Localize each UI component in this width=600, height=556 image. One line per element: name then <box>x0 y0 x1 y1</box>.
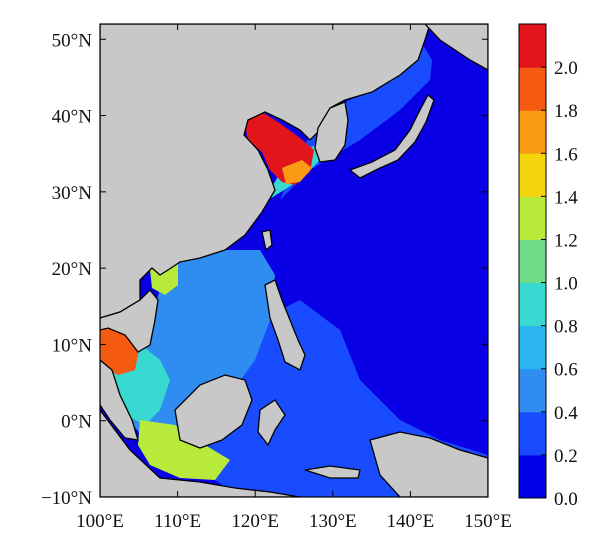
colorbar-frame <box>518 23 547 499</box>
colorbar-swatch <box>519 411 546 456</box>
colorbar-label: 1.8 <box>554 101 578 122</box>
japan-islands <box>348 93 435 179</box>
taiwan-island <box>261 229 273 252</box>
x-tick-label: 110°E <box>154 511 201 532</box>
colorbar-swatch <box>519 196 546 240</box>
colorbar-swatch <box>519 153 546 197</box>
colorbar: 2.0 1.8 1.6 1.4 1.2 1.0 0.8 0.6 0.4 0.2 0.0 <box>518 23 578 510</box>
colorbar-label: 1.6 <box>554 144 578 165</box>
colorbar-label: 2.0 <box>554 58 578 79</box>
colorbar-label: 0.2 <box>554 446 578 467</box>
x-tick-label: 100°E <box>76 511 124 532</box>
colorbar-swatch <box>519 325 546 370</box>
x-axis: 100°E 110°E 120°E 130°E 140°E 150°E <box>76 24 512 532</box>
colorbar-swatch <box>519 454 546 499</box>
sulawesi-island <box>257 399 286 447</box>
colorbar-label: 0.8 <box>554 317 578 338</box>
y-tick-label: 0°N <box>61 412 92 433</box>
map-plot-area <box>100 24 488 497</box>
borneo-island <box>174 374 253 449</box>
colorbar-swatch <box>519 110 546 154</box>
plot-frame <box>99 23 489 498</box>
y-tick-label: 20°N <box>52 259 93 280</box>
indochina-peninsula <box>100 289 159 353</box>
colorbar-swatch <box>519 67 546 111</box>
colorbar-label: 1.2 <box>554 230 578 251</box>
bohai-warm-edge <box>282 160 312 184</box>
colorbar-swatch <box>519 24 546 68</box>
colorbar-label: 1.0 <box>554 274 578 295</box>
y-axis: 50°N 40°N 30°N 20°N 10°N 0°N −10°N <box>41 30 488 509</box>
java-sumatra-land <box>100 408 301 497</box>
x-tick-label: 130°E <box>309 511 357 532</box>
y-tick-label: 10°N <box>52 335 93 356</box>
new-guinea-land <box>369 431 488 497</box>
colorbar-label: 1.4 <box>554 187 578 208</box>
colorbar-swatch <box>519 282 546 327</box>
x-tick-label: 150°E <box>464 511 512 532</box>
korea-peninsula <box>314 101 349 163</box>
philippines-islands <box>264 279 306 371</box>
java-sea-high <box>138 420 230 480</box>
lesser-sunda-islands <box>304 465 361 479</box>
colorbar-label: 0.0 <box>554 489 578 510</box>
y-tick-label: −10°N <box>41 488 92 509</box>
colorbar-swatch <box>519 239 546 284</box>
x-tick-label: 120°E <box>231 511 279 532</box>
malay-peninsula <box>100 359 139 441</box>
y-tick-label: 30°N <box>52 183 93 204</box>
y-tick-label: 50°N <box>52 30 93 51</box>
asia-mainland <box>100 24 431 319</box>
colorbar-label: 0.6 <box>554 360 578 381</box>
y-tick-label: 40°N <box>52 107 93 128</box>
colorbar-label: 0.4 <box>554 403 578 424</box>
sakhalin-land <box>424 24 488 71</box>
x-tick-label: 140°E <box>387 511 435 532</box>
colorbar-swatch <box>519 368 546 413</box>
